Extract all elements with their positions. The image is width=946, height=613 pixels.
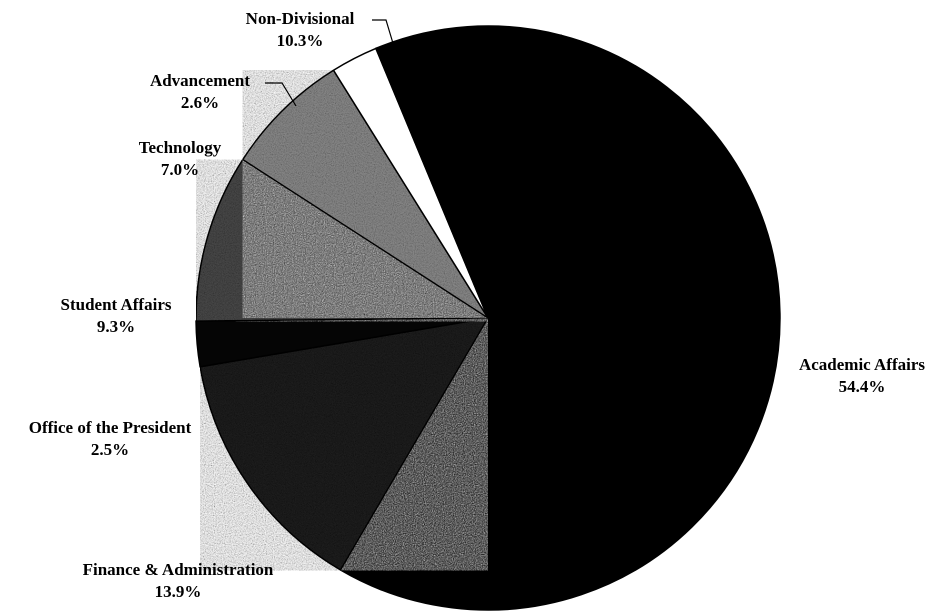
slice-value-advancement: 2.6% — [181, 93, 219, 112]
pie-slice-student-affairs — [195, 158, 491, 322]
slice-label-student-affairs: Student Affairs — [61, 295, 172, 314]
slice-value-academic-affairs: 54.4% — [839, 377, 886, 396]
slice-value-non-divisional: 10.3% — [277, 31, 324, 50]
leader-line-advancement — [265, 82, 297, 107]
pie-slice-technology — [241, 69, 489, 319]
slice-label-finance-administration: Finance & Administration — [83, 560, 274, 579]
pie-slice-non-divisional — [374, 25, 563, 321]
slice-label-advancement: Advancement — [150, 71, 250, 90]
pie-slice-academic-affairs — [339, 34, 781, 611]
slice-label-technology: Technology — [139, 138, 222, 157]
pie-slice-finance-administration — [199, 316, 490, 572]
slice-value-technology: 7.0% — [161, 160, 199, 179]
slice-value-student-affairs: 9.3% — [97, 317, 135, 336]
slice-label-non-divisional: Non-Divisional — [246, 9, 355, 28]
slice-value-office-of-the-president: 2.5% — [91, 440, 129, 459]
slice-label-academic-affairs: Academic Affairs — [799, 355, 925, 374]
slice-label-office-of-the-president: Office of the President — [29, 418, 192, 437]
leader-line-non-divisional — [372, 19, 396, 51]
slice-value-finance-administration: 13.9% — [155, 582, 202, 601]
